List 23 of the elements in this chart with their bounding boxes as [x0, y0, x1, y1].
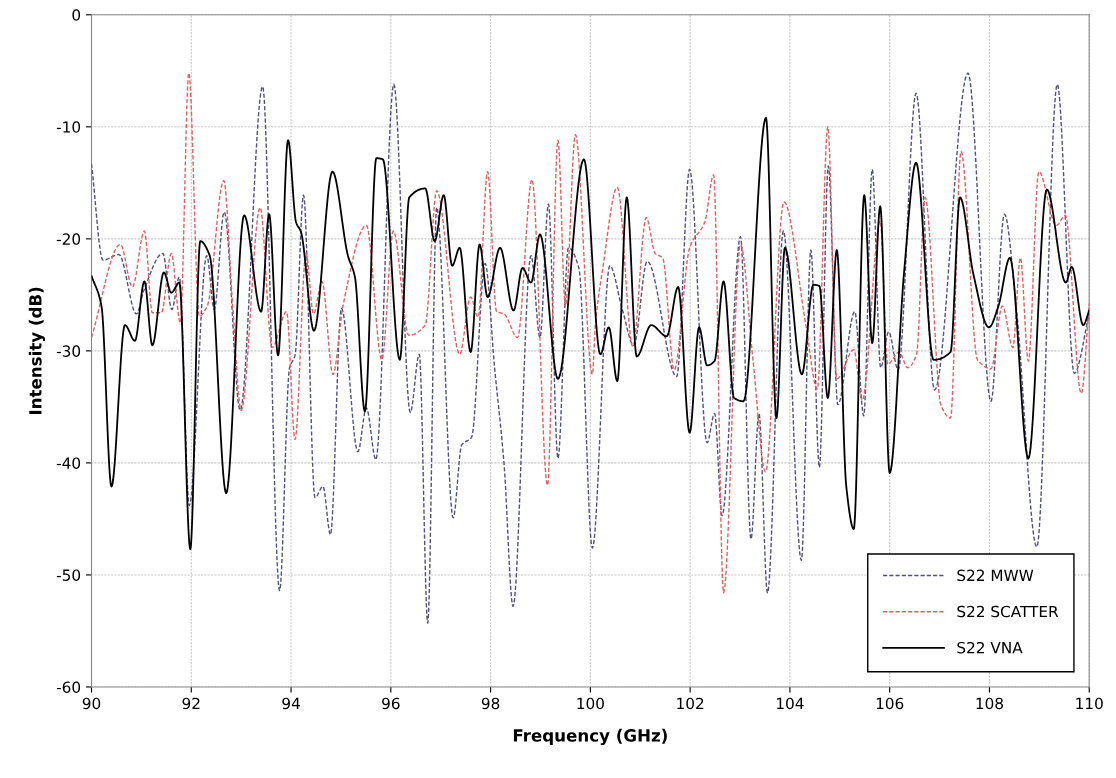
y-tick-label: 0 — [72, 9, 81, 21]
x-tick-label: 110 — [1076, 697, 1103, 710]
y-axis-title: Intensity (dB) — [28, 287, 46, 415]
y-tick-label: -30 — [56, 345, 81, 357]
y-tick-label: -40 — [56, 457, 81, 469]
y-tick-label: -60 — [56, 681, 81, 693]
x-tick-label: 90 — [82, 697, 101, 710]
x-axis-title: Frequency (GHz) — [513, 728, 667, 746]
x-tick-label: 98 — [481, 697, 500, 710]
y-tick-label: -20 — [56, 233, 81, 245]
x-tick-label: 94 — [282, 697, 300, 710]
x-tick-label: 104 — [777, 697, 804, 710]
x-tick-label: 100 — [577, 697, 604, 710]
y-tick-label: -50 — [56, 569, 81, 581]
x-tick-label: 92 — [182, 697, 200, 710]
y-tick-label: -10 — [56, 121, 81, 133]
x-tick-label: 108 — [976, 697, 1003, 710]
legend-label: S22 VNA — [957, 641, 1023, 654]
x-tick-label: 96 — [382, 697, 400, 710]
x-tick-label: 106 — [876, 697, 904, 710]
legend-label: S22 MWW — [957, 569, 1034, 582]
legend-label: S22 SCATTER — [957, 605, 1059, 618]
x-tick-label: 102 — [677, 697, 704, 710]
